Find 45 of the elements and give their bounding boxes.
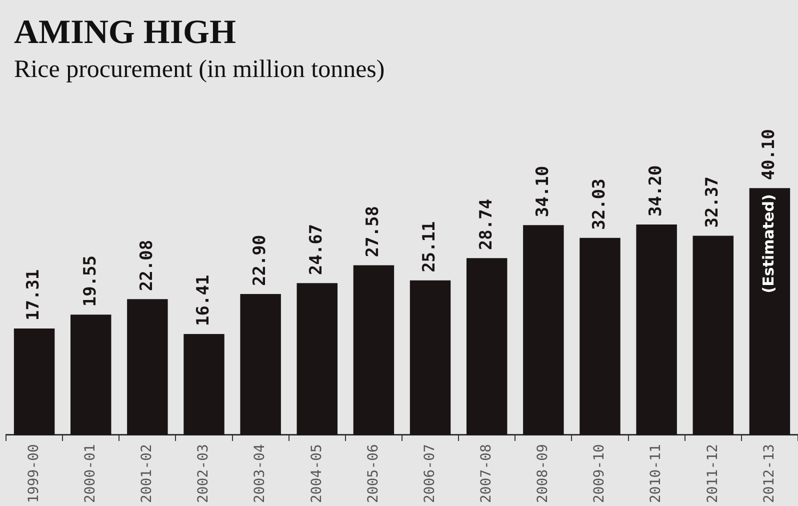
bar: [749, 188, 790, 435]
data-label: 22.90: [250, 234, 270, 286]
bar: [466, 258, 508, 435]
x-tick-label: 2003-04: [252, 444, 268, 504]
x-tick-label: 2012-13: [761, 444, 778, 504]
x-tick-label: 1999-00: [26, 444, 42, 504]
x-tick-label: 2000-01: [82, 444, 98, 504]
data-label: 32.03: [589, 178, 610, 230]
data-label: 22.08: [136, 240, 157, 292]
bar: [127, 299, 168, 435]
data-label: 27.58: [363, 206, 384, 258]
x-tick-label: 2007-08: [478, 444, 494, 504]
bar: [636, 224, 677, 435]
chart-subtitle: Rice procurement (in million tonnes): [14, 56, 385, 84]
chart-title: AMING HIGH: [14, 14, 236, 52]
data-label: 16.41: [193, 274, 214, 326]
bar: [296, 283, 338, 435]
annotation: (Estimated): [760, 194, 778, 294]
data-label: 25.11: [420, 221, 440, 272]
x-tick-label: 2005-06: [365, 444, 382, 504]
x-tick-label: 2006-07: [422, 444, 438, 504]
data-label: 28.74: [476, 198, 496, 250]
data-label: 24.67: [306, 224, 327, 276]
data-label: 40.10: [759, 128, 780, 180]
bar: [14, 328, 55, 435]
data-label: 19.55: [80, 255, 100, 307]
x-tick-label: 2002-03: [196, 444, 212, 504]
data-label: 34.10: [532, 166, 553, 218]
data-label: 34.20: [646, 165, 666, 216]
x-tick-label: 2011-12: [704, 444, 721, 504]
x-tick-label: 2010-11: [648, 444, 664, 504]
bar: [580, 238, 620, 435]
x-tick-label: 2009-10: [592, 444, 608, 504]
x-tick-label: 2004-05: [308, 444, 325, 504]
data-label: 32.37: [702, 176, 723, 228]
x-tick-label: 2001-02: [139, 444, 156, 504]
x-tick-label: 2008-09: [535, 444, 552, 504]
bar: [692, 236, 734, 435]
bar: [240, 294, 281, 435]
bar: [353, 265, 394, 435]
bar: [523, 225, 564, 435]
bar: [410, 280, 451, 435]
bar: [184, 334, 224, 435]
bar: [70, 314, 112, 435]
data-label: 17.31: [24, 269, 44, 320]
